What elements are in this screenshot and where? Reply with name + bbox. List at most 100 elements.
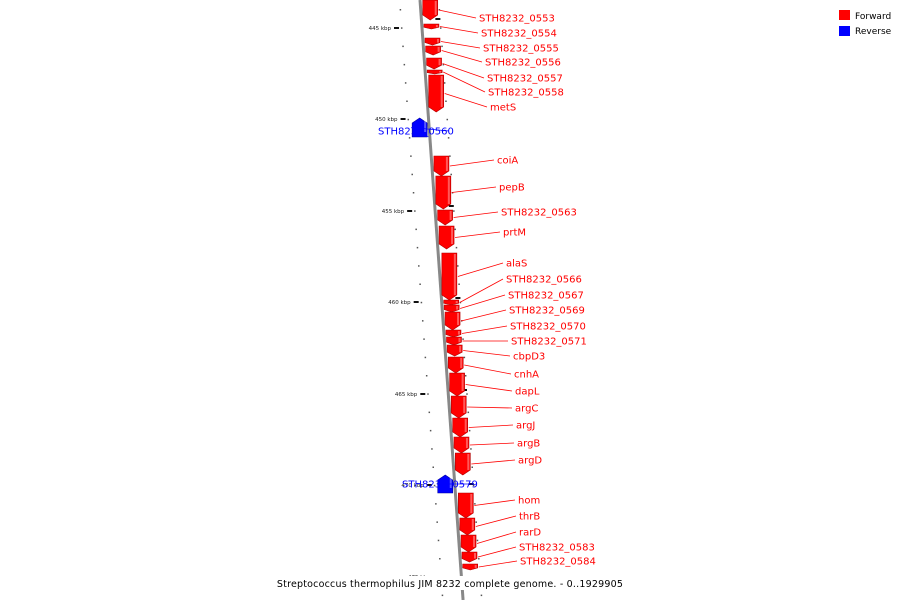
gene-arrow[interactable] xyxy=(425,45,441,56)
gene-label[interactable]: STH8232_0579 xyxy=(402,480,478,491)
gene-label[interactable]: argC xyxy=(515,404,538,415)
gene-label[interactable]: STH8232_0553 xyxy=(479,14,555,25)
minor-tick xyxy=(462,338,464,340)
gene-label[interactable]: STH8232_0556 xyxy=(485,58,561,69)
gene-label[interactable]: STH8232_0584 xyxy=(520,557,596,568)
gene-label[interactable]: argB xyxy=(517,439,540,450)
legend-reverse-swatch xyxy=(839,26,850,36)
gene-arrow[interactable] xyxy=(435,175,452,210)
gene-label[interactable]: metS xyxy=(490,103,516,114)
gene-STH8232_0554[interactable] xyxy=(423,23,440,30)
gene-arrow[interactable] xyxy=(428,74,445,113)
gene-arrow[interactable] xyxy=(443,299,460,306)
gene-arrow[interactable] xyxy=(426,57,442,70)
gene-STH8232_0560[interactable] xyxy=(411,117,428,138)
gene-arrow[interactable] xyxy=(459,517,476,536)
gene-label[interactable]: STH8232_0555 xyxy=(483,44,559,55)
gene-STH8232_0571[interactable] xyxy=(446,336,462,346)
gene-arrow[interactable] xyxy=(461,551,478,563)
minor-tick xyxy=(468,429,471,432)
gene-dapL[interactable] xyxy=(449,372,465,397)
gene-STH8232_0567[interactable] xyxy=(443,304,460,313)
gene-label[interactable]: cbpD3 xyxy=(513,352,545,363)
gene-arrow[interactable] xyxy=(462,563,479,571)
gene-argC[interactable] xyxy=(450,395,467,419)
gene-label[interactable]: STH8232_0558 xyxy=(488,88,564,99)
gene-label[interactable]: hom xyxy=(518,496,540,507)
gene-STH8232_0584[interactable] xyxy=(462,563,479,571)
gene-arrow[interactable] xyxy=(443,304,460,313)
gene-arrow[interactable] xyxy=(437,209,453,226)
gene-thrB[interactable] xyxy=(459,517,476,536)
gene-leader-line xyxy=(478,560,518,568)
gene-label[interactable]: thrB xyxy=(519,512,540,523)
gene-STH8232_0558[interactable] xyxy=(426,69,443,75)
tick-label: 450 kbp xyxy=(375,117,398,123)
minor-tick xyxy=(425,375,428,377)
gene-label[interactable]: STH8232_0569 xyxy=(509,306,585,317)
gene-cbpD3[interactable] xyxy=(446,344,463,357)
gene-label[interactable]: pepB xyxy=(499,183,525,194)
gene-hom[interactable] xyxy=(457,492,474,519)
gene-arrow[interactable] xyxy=(441,252,458,301)
gene-label[interactable]: STH8232_0570 xyxy=(510,322,586,333)
gene-arrow[interactable] xyxy=(453,436,470,454)
gene-label[interactable]: STH8232_0554 xyxy=(481,29,557,40)
gene-argJ[interactable] xyxy=(452,417,468,438)
gene-label[interactable]: STH8232_0557 xyxy=(487,74,563,85)
gene-label[interactable]: STH8232_0567 xyxy=(508,291,584,302)
minor-tick xyxy=(475,521,477,523)
gene-arrow[interactable] xyxy=(433,155,450,177)
gene-STH8232_0556[interactable] xyxy=(425,45,441,56)
gene-STH8232_0555[interactable] xyxy=(424,37,441,46)
gene-pepB[interactable] xyxy=(435,175,452,210)
gene-STH8232_0563[interactable] xyxy=(437,209,453,226)
gene-argB[interactable] xyxy=(453,436,470,454)
gene-label[interactable]: STH8232_0566 xyxy=(506,275,582,286)
gene-label[interactable]: prtM xyxy=(503,228,526,239)
gene-arrow[interactable] xyxy=(455,452,471,476)
gene-STH8232_0583[interactable] xyxy=(461,551,478,563)
gene-label[interactable]: argD xyxy=(518,456,542,467)
gene-STH8232_0553[interactable] xyxy=(422,0,439,21)
gene-label[interactable]: argJ xyxy=(516,421,535,432)
gene-arrow[interactable] xyxy=(422,0,439,21)
gene-arrow[interactable] xyxy=(450,395,467,419)
gene-label[interactable]: cnhA xyxy=(514,370,539,381)
gene-label[interactable]: dapL xyxy=(515,387,540,398)
gene-label[interactable]: coiA xyxy=(497,156,518,167)
gene-arrow[interactable] xyxy=(446,336,462,346)
gene-rarD[interactable] xyxy=(460,534,477,553)
gene-arrow[interactable] xyxy=(445,329,462,338)
gene-arrow[interactable] xyxy=(452,417,468,438)
gene-label[interactable]: STH8232_0571 xyxy=(511,337,587,348)
gene-STH8232_0557[interactable] xyxy=(426,57,442,70)
gene-alaS[interactable] xyxy=(441,252,458,301)
gene-arrow[interactable] xyxy=(444,311,461,331)
gene-STH8232_0570[interactable] xyxy=(445,329,462,338)
gene-arrow[interactable] xyxy=(438,225,455,250)
gene-arrow[interactable] xyxy=(423,23,440,30)
gene-arrow[interactable] xyxy=(426,69,443,75)
gene-label[interactable]: STH8232_0560 xyxy=(378,127,454,138)
gene-cnhA[interactable] xyxy=(447,356,464,374)
gene-label[interactable]: STH8232_0583 xyxy=(519,543,595,554)
gene-STH8232_0569[interactable] xyxy=(444,311,461,331)
gene-prtM[interactable] xyxy=(438,225,455,250)
gene-STH8232_0566[interactable] xyxy=(443,299,460,306)
gene-arrow[interactable] xyxy=(446,344,463,357)
gene-arrow[interactable] xyxy=(424,37,441,46)
gene-argD[interactable] xyxy=(455,452,471,476)
gene-arrow[interactable] xyxy=(447,356,464,374)
gene-label[interactable]: STH8232_0563 xyxy=(501,208,577,219)
gene-arrow[interactable] xyxy=(449,372,465,397)
gene-coiA[interactable] xyxy=(433,155,450,177)
gene-label[interactable]: alaS xyxy=(506,259,527,270)
gene-arrow[interactable] xyxy=(457,492,474,519)
gene-metS[interactable] xyxy=(428,74,445,113)
minor-tick xyxy=(412,192,415,194)
gene-arrow[interactable] xyxy=(411,117,428,138)
minor-tick xyxy=(400,27,403,29)
gene-arrow[interactable] xyxy=(460,534,477,553)
gene-label[interactable]: rarD xyxy=(519,528,541,539)
